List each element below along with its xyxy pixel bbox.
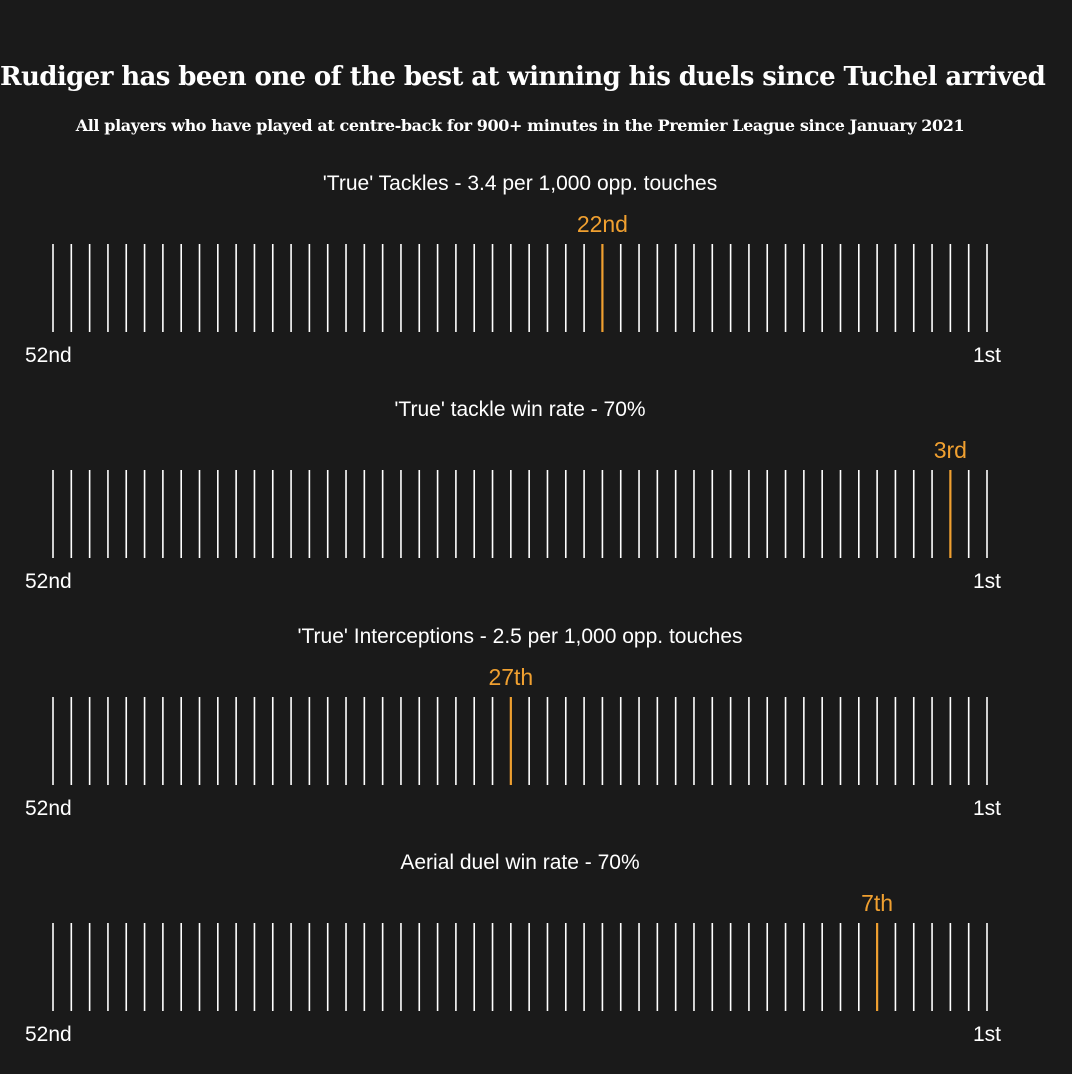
right-end-label: 1st <box>973 1023 1001 1046</box>
left-end-label: 52nd <box>25 344 72 367</box>
panel-title: Aerial duel win rate - 70% <box>400 851 639 874</box>
rank-panel-2: 'True' tackle win rate - 70% 3rd 52nd 1st <box>25 398 1001 593</box>
chart-title: Rudiger has been one of the best at winn… <box>0 62 1046 92</box>
highlight-rank-label: 7th <box>861 890 893 916</box>
right-end-label: 1st <box>973 344 1001 367</box>
rank-panel-3: 'True' Interceptions - 2.5 per 1,000 opp… <box>25 625 1001 820</box>
right-end-label: 1st <box>973 797 1001 820</box>
right-end-label: 1st <box>973 570 1001 593</box>
left-end-label: 52nd <box>25 570 72 593</box>
panel-title: 'True' Tackles - 3.4 per 1,000 opp. touc… <box>323 172 717 195</box>
chart-subtitle: All players who have played at centre-ba… <box>75 116 965 135</box>
panel-title: 'True' Interceptions - 2.5 per 1,000 opp… <box>297 625 742 648</box>
panel-title: 'True' tackle win rate - 70% <box>394 398 645 421</box>
left-end-label: 52nd <box>25 1023 72 1046</box>
left-end-label: 52nd <box>25 797 72 820</box>
highlight-rank-label: 22nd <box>577 211 628 237</box>
highlight-rank-label: 3rd <box>934 437 967 463</box>
rank-panel-4: Aerial duel win rate - 70% 7th 52nd 1st <box>25 851 1001 1046</box>
highlight-rank-label: 27th <box>488 664 533 690</box>
rank-panel-1: 'True' Tackles - 3.4 per 1,000 opp. touc… <box>25 172 1001 367</box>
